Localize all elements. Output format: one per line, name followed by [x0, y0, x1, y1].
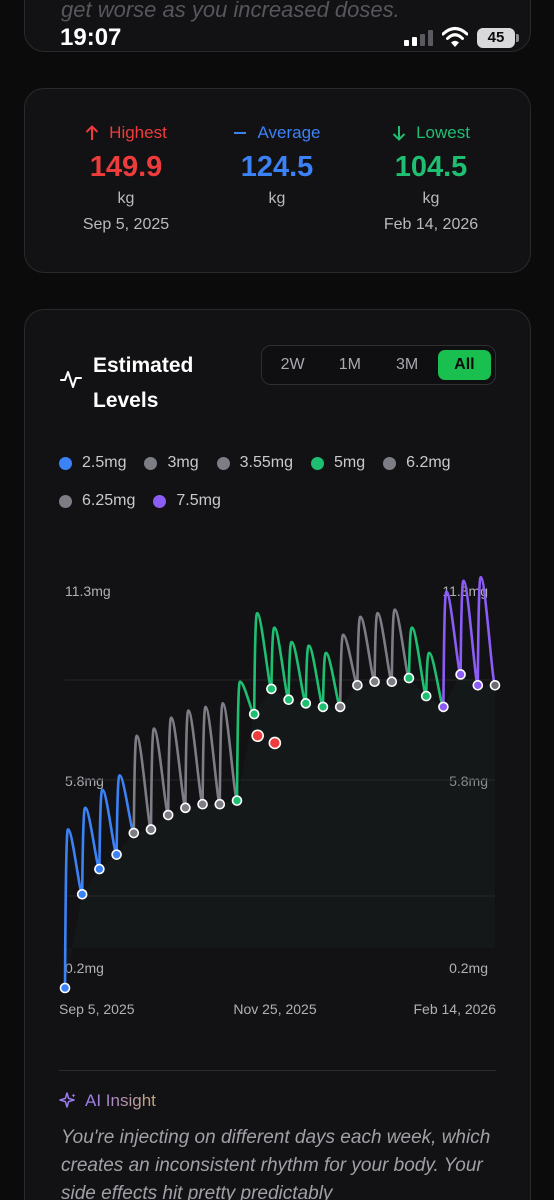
divider [59, 1070, 496, 1071]
legend-dot [144, 456, 158, 470]
stat-highest-unit: kg [117, 190, 135, 207]
y-tick-label-left-bottom: 0.2mg [65, 960, 104, 976]
y-tick-label-right-mid: 5.8mg [449, 773, 488, 789]
legend-item[interactable]: 3.55mg [216, 454, 293, 472]
legend-dot [383, 456, 397, 470]
data-point [369, 676, 380, 687]
data-point [300, 698, 312, 709]
data-point [420, 690, 432, 702]
stat-lowest-unit: kg [422, 190, 440, 207]
wifi-icon [442, 27, 468, 47]
data-point [214, 798, 226, 810]
status-time: 19:07 [60, 24, 122, 51]
series-line [270, 626, 342, 709]
battery-icon: 45 [477, 28, 519, 48]
y-tick-label-right-top: 11.3mg [442, 583, 488, 599]
data-point [489, 679, 501, 691]
activity-pulse-icon [60, 371, 82, 388]
stat-average-unit: kg [268, 190, 286, 207]
legend-dot [59, 494, 72, 508]
legend-item[interactable]: 2.5mg [59, 454, 126, 472]
stat-lowest-date: Feb 14, 2026 [383, 216, 479, 233]
highlight-point [251, 729, 264, 743]
x-tick-label-mid: Nov 25, 2025 [233, 1001, 316, 1017]
stat-lowest: Lowest 104.5 kg Feb 14, 2026 [351, 123, 511, 234]
data-point [197, 798, 208, 810]
data-point [472, 679, 484, 691]
legend-dot [153, 494, 167, 508]
tab-2w[interactable]: 2W [280, 356, 305, 373]
data-point [145, 824, 157, 835]
data-point [94, 863, 105, 875]
data-point [283, 694, 294, 706]
previous-insight-card: get worse as you increased doses. [24, 0, 531, 52]
tab-3m[interactable]: 3M [396, 356, 419, 373]
stat-lowest-value: 104.5 [394, 151, 468, 183]
legend-item[interactable]: 3mg [144, 454, 199, 472]
estimated-levels-card: Estimated Levels 2W 1M 3M All 2.5mg 3mg … [24, 309, 531, 1200]
data-point [128, 827, 140, 839]
ai-insight-title: AI Insight [85, 1091, 156, 1110]
stat-average: Average 124.5 kg [197, 123, 357, 208]
y-tick-label-right-bottom: 0.2mg [449, 960, 488, 976]
data-point [334, 701, 346, 713]
stat-average-value: 124.5 [240, 151, 314, 183]
ai-insight-text: You're injecting on different days each … [61, 1127, 491, 1200]
stat-lowest-label: Lowest [416, 123, 470, 142]
legend-item[interactable]: 6.25mg [59, 492, 135, 510]
data-point [403, 672, 415, 684]
minus-icon [234, 132, 247, 134]
data-point [352, 679, 363, 691]
data-point [231, 795, 243, 806]
arrow-up-icon [85, 125, 99, 140]
data-point [180, 802, 191, 814]
arrow-down-icon [392, 126, 406, 141]
legend-dot [310, 456, 324, 470]
data-point [111, 849, 122, 860]
data-point [386, 676, 398, 687]
status-bar: 19:07 45 [0, 18, 554, 58]
legend-item[interactable]: 5mg [310, 454, 365, 472]
data-point [76, 889, 88, 900]
y-tick-label-left-mid: 5.8mg [65, 773, 104, 789]
tab-all[interactable]: All [437, 350, 491, 380]
cellular-signal-icon [404, 30, 433, 46]
sparkles-icon [59, 1092, 76, 1108]
levels-title: Estimated Levels [93, 354, 194, 412]
stat-highest-value: 149.9 [89, 151, 163, 183]
series-area [65, 674, 495, 988]
data-point [162, 809, 174, 821]
stat-highest: Highest 149.9 kg Sep 5, 2025 [46, 123, 206, 234]
legend-item[interactable]: 6.2mg [383, 454, 451, 472]
series-line [442, 575, 497, 709]
range-tabs: 2W 1M 3M All [261, 345, 496, 385]
data-point [59, 982, 71, 994]
legend-item[interactable]: 7.5mg [153, 492, 221, 510]
data-point [438, 701, 449, 713]
stat-highest-label: Highest [109, 123, 167, 142]
previous-insight-text: get worse as you increased doses. [61, 0, 400, 22]
legend-dot [59, 456, 72, 470]
y-tick-label-left-top: 11.3mg [65, 583, 111, 599]
highlight-point [268, 736, 282, 750]
stat-average-label: Average [257, 123, 321, 142]
x-tick-label-end: Feb 14, 2026 [413, 1001, 496, 1017]
data-point [266, 683, 277, 695]
dose-legend: 2.5mg 3mg 3.55mg 5mg 6.2mg 6.25mg 7.5mg [59, 454, 499, 510]
x-tick-label-start: Sep 5, 2025 [59, 1001, 135, 1017]
data-point [317, 701, 329, 713]
stat-highest-date: Sep 5, 2025 [82, 216, 170, 233]
levels-chart[interactable]: 11.3mg 5.8mg 0.2mg 11.3mg 5.8mg 0.2mg Se… [25, 310, 532, 1050]
data-point [248, 708, 260, 720]
legend-dot [216, 456, 230, 470]
data-point [455, 669, 466, 680]
tab-1m[interactable]: 1M [338, 356, 361, 373]
weight-stats-card: Highest 149.9 kg Sep 5, 2025 Average 124… [24, 88, 531, 273]
